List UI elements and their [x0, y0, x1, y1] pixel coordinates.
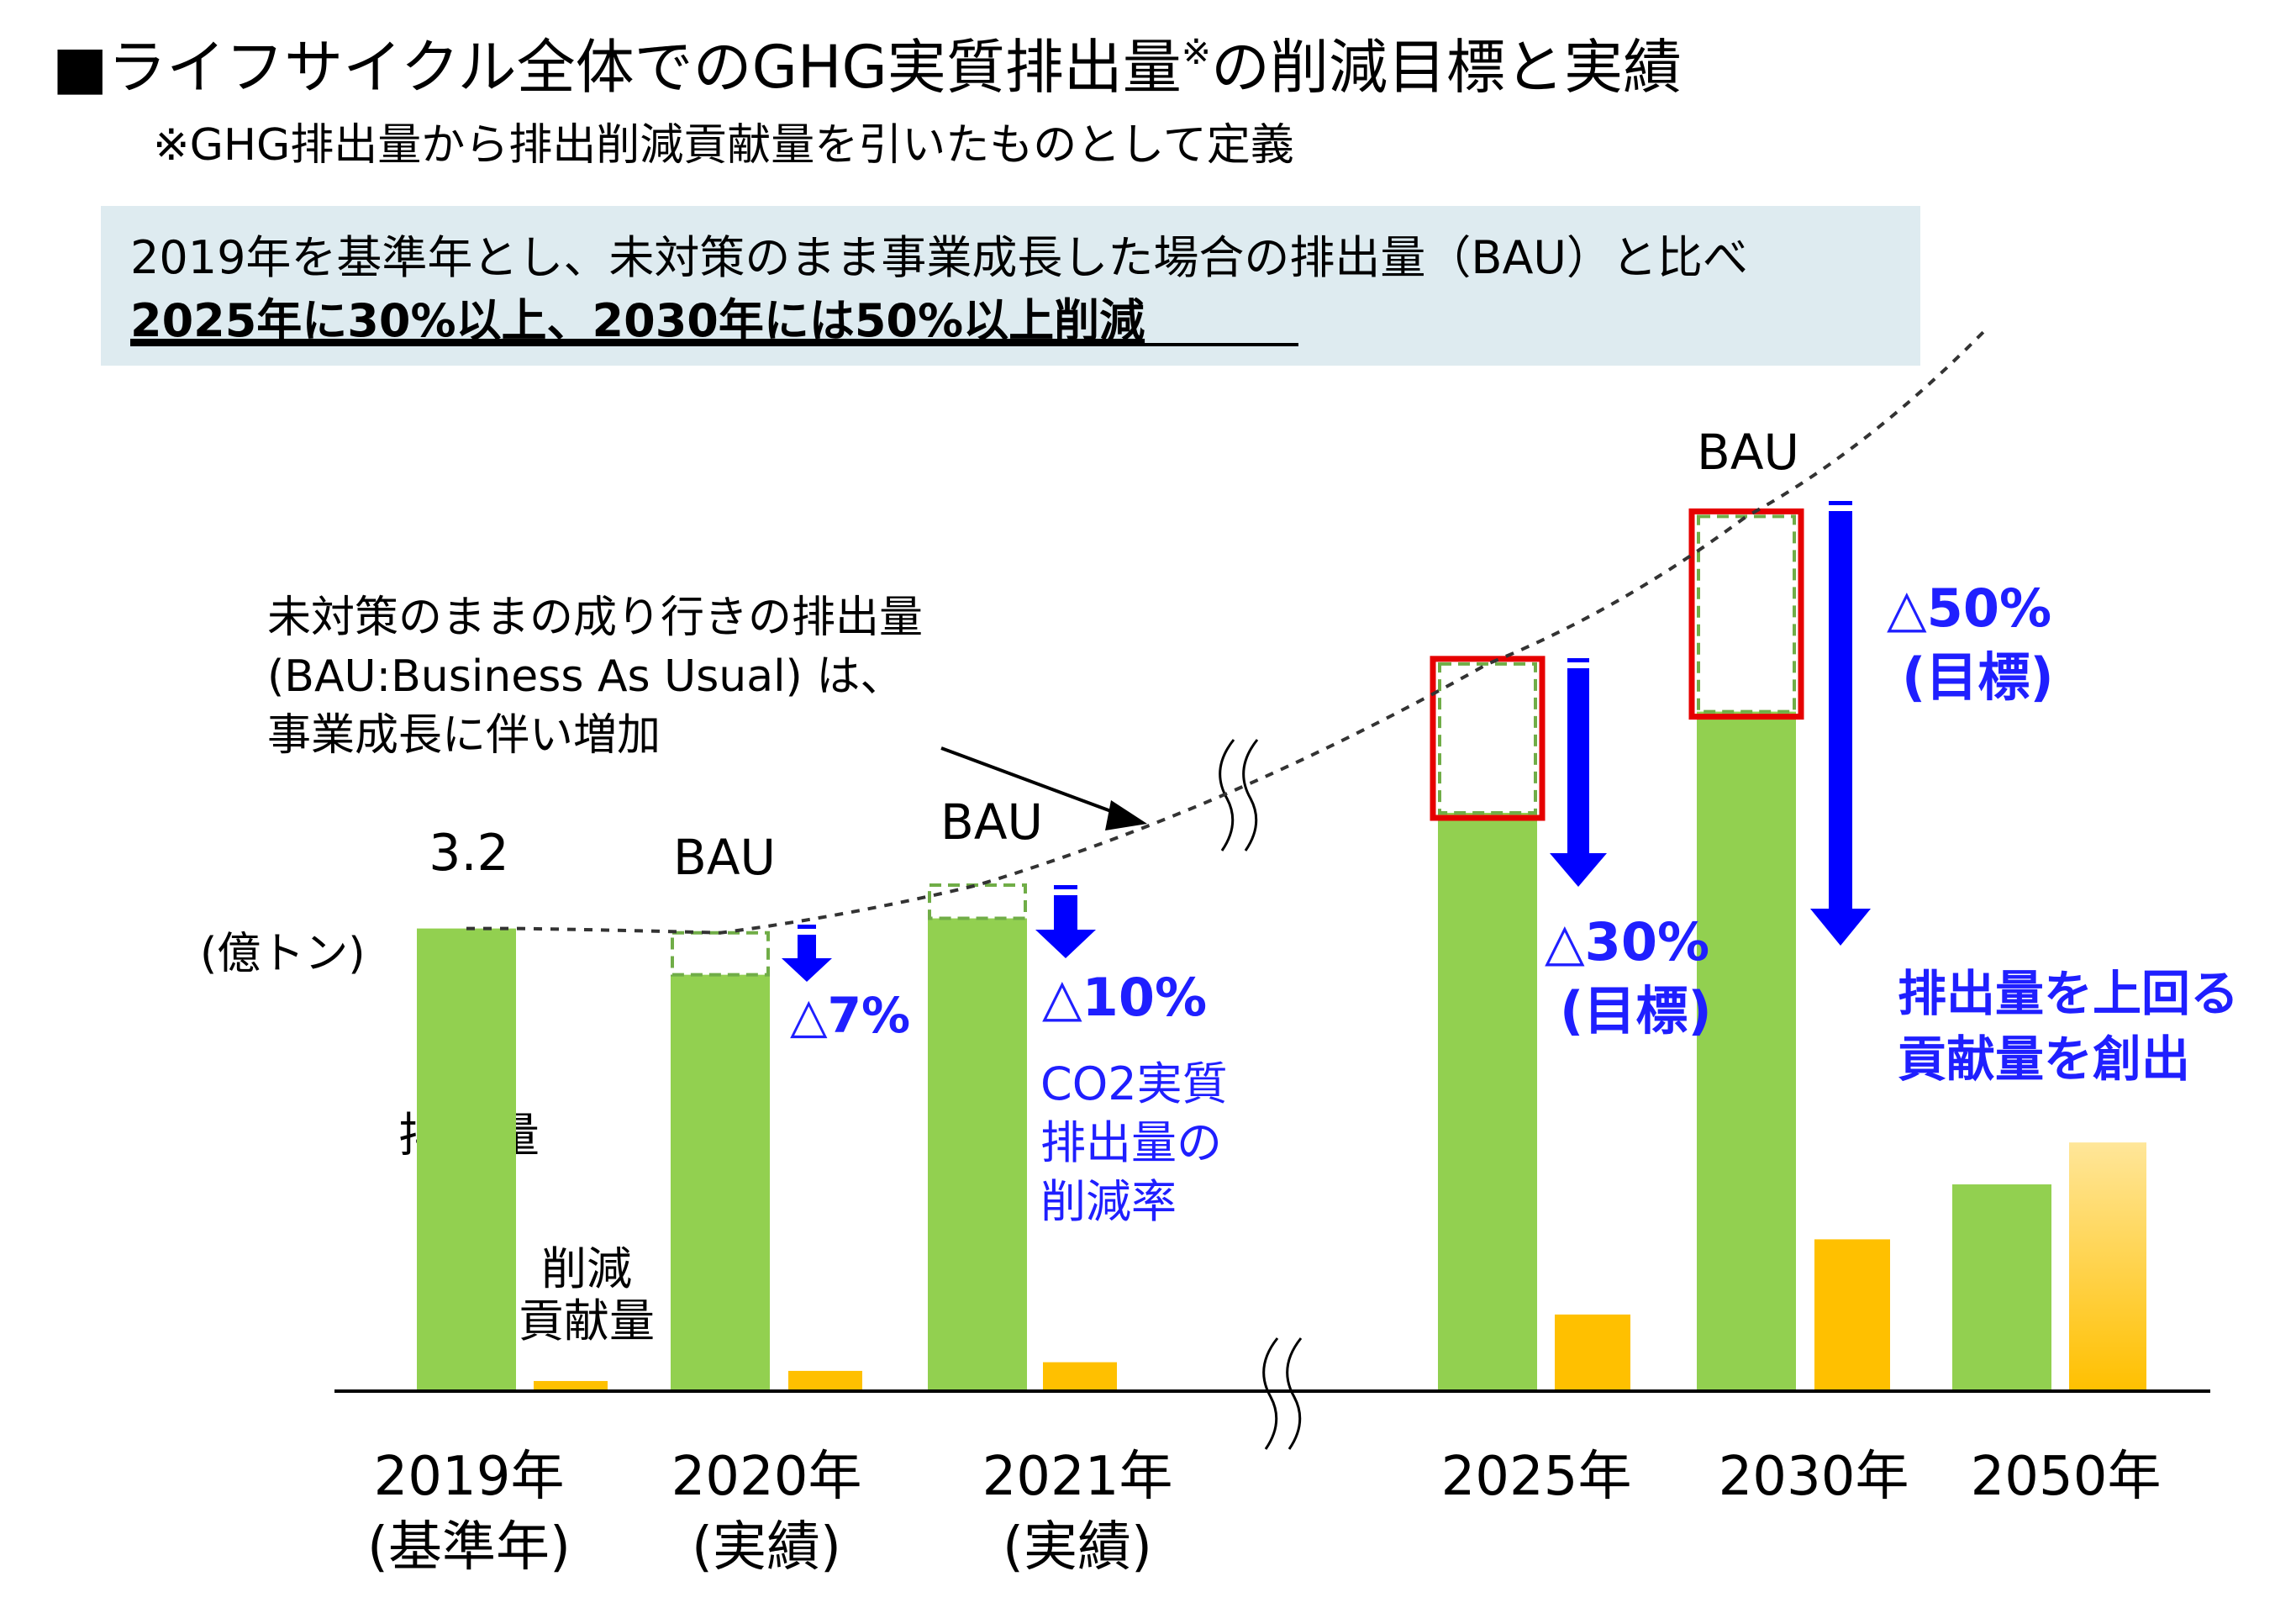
emission-bar-2 — [928, 918, 1027, 1391]
contribution-bar-5 — [2069, 1142, 2146, 1391]
x-tick-label-4: 2030年 — [1719, 1446, 1909, 1508]
emission-bar-3 — [1438, 813, 1537, 1391]
reduction-arrow-2021-cap — [1054, 885, 1077, 889]
reduction-arrow-2030-cap — [1829, 501, 1852, 505]
summary-box — [101, 206, 1920, 366]
contribution-bar-1 — [788, 1370, 862, 1391]
reduction-label-0: △7% — [790, 987, 910, 1044]
contribution-label-line-2: 貢献量 — [519, 1294, 655, 1347]
reduction-arrow-2021-head — [1035, 930, 1096, 958]
reduction-arrow-2025-head — [1550, 853, 1607, 887]
title-main: ■ライフサイクル全体でのGHG実質排出量 — [52, 33, 1182, 102]
reduction-arrow-2030-head — [1810, 909, 1871, 946]
page-title: ■ライフサイクル全体でのGHG実質排出量※の削減目標と実績 — [52, 31, 1682, 102]
contribution-label-line-1: 削減 — [541, 1242, 632, 1295]
contribution-bar-4 — [1814, 1239, 1890, 1391]
x-tick-label-3: 2025年 — [1441, 1446, 1632, 1508]
reduction-label-1: △10% — [1042, 967, 1207, 1028]
reduction-rate-note-line-1: CO2実質 — [1040, 1057, 1228, 1110]
contribution-bar-0 — [534, 1380, 608, 1391]
goal-2050-line-2: 貢献量を創出 — [1898, 1031, 2190, 1088]
emission-bar-4 — [1697, 711, 1796, 1391]
unit-label: (億トン) — [200, 929, 366, 979]
emission-bar-0 — [417, 928, 516, 1391]
reduction-label-3: △50% — [1887, 577, 2051, 639]
emission-bar-5 — [1952, 1184, 2051, 1391]
reduction-label-2: △30% — [1545, 911, 1709, 973]
goal-2050-line-1: 排出量を上回る — [1898, 965, 2239, 1022]
reduction-arrow-2020-cap — [798, 925, 816, 929]
x-tick-label-0: 2019年 — [374, 1446, 565, 1508]
title-footnote-mark: ※ — [1182, 31, 1211, 72]
bau-gap-box-4 — [1697, 514, 1796, 714]
title-footnote: ※GHG排出量から排出削減貢献量を引いたものとして定義 — [153, 120, 1294, 171]
contribution-bar-2 — [1043, 1362, 1117, 1391]
x-tick-label-2: 2021年 — [982, 1446, 1173, 1508]
bau-note-pointer-line — [940, 746, 1119, 815]
bau-tag-1: BAU — [673, 829, 776, 886]
reduction-arrow-2030-shaft — [1829, 511, 1852, 909]
reduction-arrow-2021-shaft — [1054, 895, 1077, 930]
bau-note-line-3: 事業成長に伴い増加 — [267, 710, 661, 761]
summary-line-1: 2019年を基準年とし、未対策のまま事業成長した場合の排出量（BAU）と比べ — [130, 231, 1748, 284]
bau-tag-2: BAU — [940, 793, 1043, 851]
break-curve-4 — [1286, 1337, 1303, 1450]
x-axis-labels: 2019年 (基準年) 2020年 (実績) 2021年 (実績) 2025年 2030年 20… — [367, 1446, 2161, 1579]
reduction-arrow-2025-cap — [1567, 658, 1589, 662]
reduction-rate-note-line-3: 削減率 — [1040, 1175, 1177, 1228]
axis-break-lower — [1262, 1337, 1303, 1450]
x-tick-sublabel-2: (実績) — [1003, 1516, 1152, 1579]
bau-note-pointer-arrowhead — [1105, 800, 1147, 830]
break-curve-2 — [1242, 739, 1259, 851]
x-tick-label-1: 2020年 — [671, 1446, 862, 1508]
target-frame-3 — [1430, 656, 1546, 821]
axis-break-upper — [1219, 739, 1259, 851]
bau-gap-box-3 — [1438, 662, 1537, 815]
target-frame-4 — [1688, 508, 1804, 720]
reduction-arrow-2025-shaft — [1567, 668, 1589, 853]
bau-note-line-1: 未対策のままの成り行きの排出量 — [267, 593, 923, 643]
emission-bar-1 — [671, 974, 770, 1391]
bau-trend-curve — [466, 330, 1985, 935]
title-tail: の削減目標と実績 — [1211, 33, 1682, 102]
x-tick-label-5: 2050年 — [1971, 1446, 2162, 1508]
bau-tag-4: BAU — [1697, 424, 1799, 481]
summary-line-2: 2025年に30%以上、2030年には50%以上削減 — [130, 294, 1145, 347]
bau-gap-box-1 — [671, 931, 770, 977]
contribution-bar-3 — [1555, 1314, 1630, 1391]
baseline-value-label: 3.2 — [429, 824, 508, 883]
x-tick-sublabel-0: (基準年) — [367, 1516, 571, 1579]
x-tick-sublabel-1: (実績) — [692, 1516, 841, 1579]
bau-gap-box-2 — [928, 883, 1027, 920]
bau-note-line-2: (BAU:Business As Usual) は、 — [267, 651, 903, 702]
overlay-layer: BAU BAU BAU △7% △10% △30% (目標) △50% (目標) — [466, 330, 2054, 1044]
bars-layer — [417, 711, 2146, 1391]
reduction-arrow-2020-head — [782, 958, 832, 982]
reduction-rate-note-line-2: 排出量の — [1040, 1116, 1222, 1169]
reduction-note-2: (目標) — [1560, 980, 1712, 1041]
bau-note: 未対策のままの成り行きの排出量 (BAU:Business As Usual) … — [267, 593, 923, 761]
reduction-note-3: (目標) — [1902, 646, 2054, 708]
break-curve-3 — [1262, 1337, 1279, 1450]
reduction-arrow-2020-shaft — [798, 935, 816, 958]
break-curve-1 — [1219, 739, 1235, 851]
